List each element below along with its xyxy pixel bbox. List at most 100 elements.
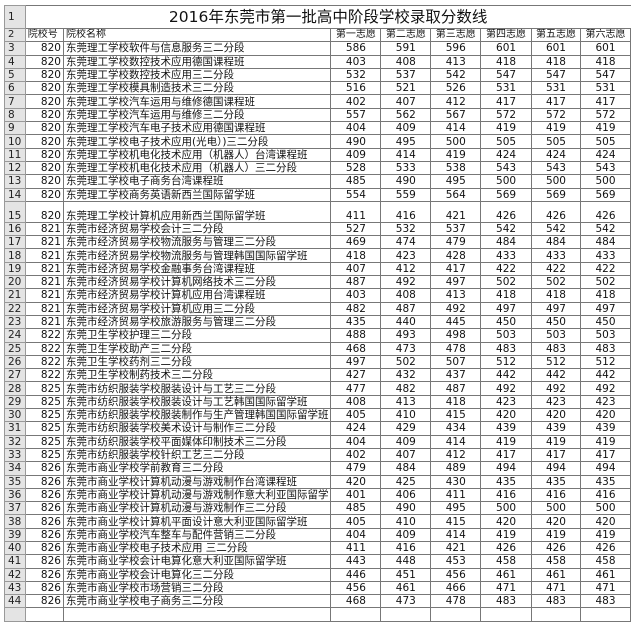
choice-1-score[interactable]: 468 [330, 594, 382, 609]
choice-1-score[interactable]: 456 [330, 580, 382, 596]
choice-1-score[interactable]: 404 [330, 527, 382, 542]
school-name[interactable]: 东莞理工学校机电化技术应用（机器人）三二分段 [62, 160, 332, 176]
row-header[interactable]: 1 [4, 5, 26, 29]
header-choice-3[interactable]: 第三志愿 [430, 27, 482, 43]
choice-6-score[interactable]: 419 [580, 434, 631, 449]
row-header[interactable]: 11 [4, 147, 26, 162]
choice-5-score[interactable]: 450 [530, 314, 582, 330]
choice-5-score[interactable]: 500 [530, 174, 582, 189]
header-choice-1[interactable]: 第一志愿 [330, 27, 382, 43]
choice-1-score[interactable]: 408 [330, 394, 382, 410]
choice-2-score[interactable]: 448 [380, 554, 432, 569]
sheet-title[interactable]: 2016年东莞市第一批高中阶段学校录取分数线 [25, 5, 631, 29]
school-code[interactable]: 821 [24, 261, 64, 277]
school-name[interactable]: 东莞卫生学校助产三二分段 [62, 341, 332, 356]
choice-3-score[interactable]: 415 [430, 514, 482, 529]
choice-3-score[interactable]: 445 [430, 314, 482, 330]
choice-6-score[interactable]: 420 [580, 408, 631, 423]
choice-6-score[interactable]: 500 [580, 501, 631, 516]
choice-6-score[interactable]: 500 [580, 174, 631, 189]
choice-5-score[interactable]: 484 [530, 235, 582, 250]
school-name[interactable]: 东莞理工学校商务英语新西兰国际留学班 [62, 187, 332, 202]
choice-6-score[interactable]: 503 [580, 328, 631, 343]
choice-1-score[interactable]: 420 [330, 474, 382, 489]
school-code[interactable]: 825 [24, 434, 64, 449]
school-code[interactable]: 820 [24, 121, 64, 136]
choice-4-score[interactable]: 424 [480, 147, 532, 162]
choice-2-score[interactable]: 407 [380, 94, 432, 109]
choice-3-score[interactable]: 412 [430, 447, 482, 463]
choice-1-score[interactable]: 411 [330, 540, 382, 556]
choice-6-score[interactable]: 419 [580, 527, 631, 542]
school-name[interactable]: 东莞理工学校电子商务台湾课程班 [62, 174, 332, 189]
school-name[interactable]: 东莞理工学校模具制造技术三二分段 [62, 81, 332, 96]
choice-1-score[interactable]: 405 [330, 408, 382, 423]
cell[interactable] [62, 607, 332, 622]
row-header[interactable]: 41 [4, 554, 26, 569]
school-code[interactable]: 826 [24, 567, 64, 582]
cell[interactable] [24, 607, 64, 622]
school-code[interactable]: 820 [24, 174, 64, 189]
header-choice-2[interactable]: 第二志愿 [380, 27, 432, 43]
choice-1-score[interactable]: 403 [330, 54, 382, 69]
choice-6-score[interactable]: 426 [580, 540, 631, 556]
choice-6-score[interactable]: 494 [580, 461, 631, 476]
choice-4-score[interactable]: 420 [480, 408, 532, 423]
school-code[interactable]: 820 [24, 67, 64, 83]
school-name[interactable]: 东莞市商业学校会计电算化意大利亚国际留学班 [62, 554, 332, 569]
choice-3-score[interactable]: 492 [430, 301, 482, 316]
row-header[interactable]: 34 [4, 461, 26, 476]
choice-3-score[interactable]: 497 [430, 275, 482, 290]
choice-6-score[interactable]: 569 [580, 187, 631, 202]
choice-5-score[interactable]: 531 [530, 81, 582, 96]
choice-6-score[interactable]: 505 [580, 134, 631, 149]
choice-2-score[interactable]: 490 [380, 501, 432, 516]
row-header[interactable]: 25 [4, 341, 26, 356]
choice-5-score[interactable]: 471 [530, 580, 582, 596]
choice-1-score[interactable]: 403 [330, 288, 382, 303]
choice-3-score[interactable]: 428 [430, 248, 482, 263]
choice-1-score[interactable]: 435 [330, 314, 382, 330]
cell[interactable] [4, 607, 26, 622]
choice-4-score[interactable]: 601 [480, 41, 532, 56]
choice-3-score[interactable]: 538 [430, 160, 482, 176]
choice-3-score[interactable]: 414 [430, 121, 482, 136]
school-code[interactable]: 821 [24, 235, 64, 250]
choice-3-score[interactable]: 412 [430, 94, 482, 109]
school-code[interactable]: 822 [24, 328, 64, 343]
choice-2-score[interactable]: 484 [380, 461, 432, 476]
choice-5-score[interactable]: 420 [530, 514, 582, 529]
choice-1-score[interactable]: 485 [330, 174, 382, 189]
school-code[interactable]: 821 [24, 221, 64, 237]
row-header[interactable]: 2 [4, 27, 26, 43]
choice-2-score[interactable]: 532 [380, 221, 432, 237]
choice-4-score[interactable]: 572 [480, 107, 532, 123]
choice-3-score[interactable]: 453 [430, 554, 482, 569]
choice-4-score[interactable]: 417 [480, 447, 532, 463]
choice-1-score[interactable]: 479 [330, 461, 382, 476]
choice-3-score[interactable]: 437 [430, 368, 482, 383]
school-code[interactable]: 826 [24, 594, 64, 609]
choice-1-score[interactable]: 407 [330, 261, 382, 277]
school-name[interactable]: 东莞市商业学校计算机动漫与游戏制作意大利亚国际留学 [62, 487, 332, 503]
choice-5-score[interactable]: 422 [530, 261, 582, 277]
choice-6-score[interactable]: 424 [580, 147, 631, 162]
row-header[interactable]: 28 [4, 381, 26, 396]
choice-4-score[interactable]: 483 [480, 594, 532, 609]
school-code[interactable]: 825 [24, 421, 64, 436]
choice-6-score[interactable]: 416 [580, 487, 631, 503]
choice-5-score[interactable]: 419 [530, 121, 582, 136]
choice-3-score[interactable]: 478 [430, 341, 482, 356]
choice-3-score[interactable]: 567 [430, 107, 482, 123]
school-code[interactable]: 825 [24, 408, 64, 423]
school-code[interactable]: 822 [24, 354, 64, 370]
school-name[interactable]: 东莞理工学校机电化技术应用（机器人）台湾课程班 [62, 147, 332, 162]
school-code[interactable]: 826 [24, 554, 64, 569]
choice-4-score[interactable]: 419 [480, 121, 532, 136]
choice-3-score[interactable]: 596 [430, 41, 482, 56]
choice-2-score[interactable]: 502 [380, 354, 432, 370]
school-code[interactable]: 820 [24, 41, 64, 56]
choice-4-score[interactable]: 433 [480, 248, 532, 263]
school-name[interactable]: 东莞市商业学校汽车整车与配件营销三二分段 [62, 527, 332, 542]
choice-2-score[interactable]: 482 [380, 381, 432, 396]
